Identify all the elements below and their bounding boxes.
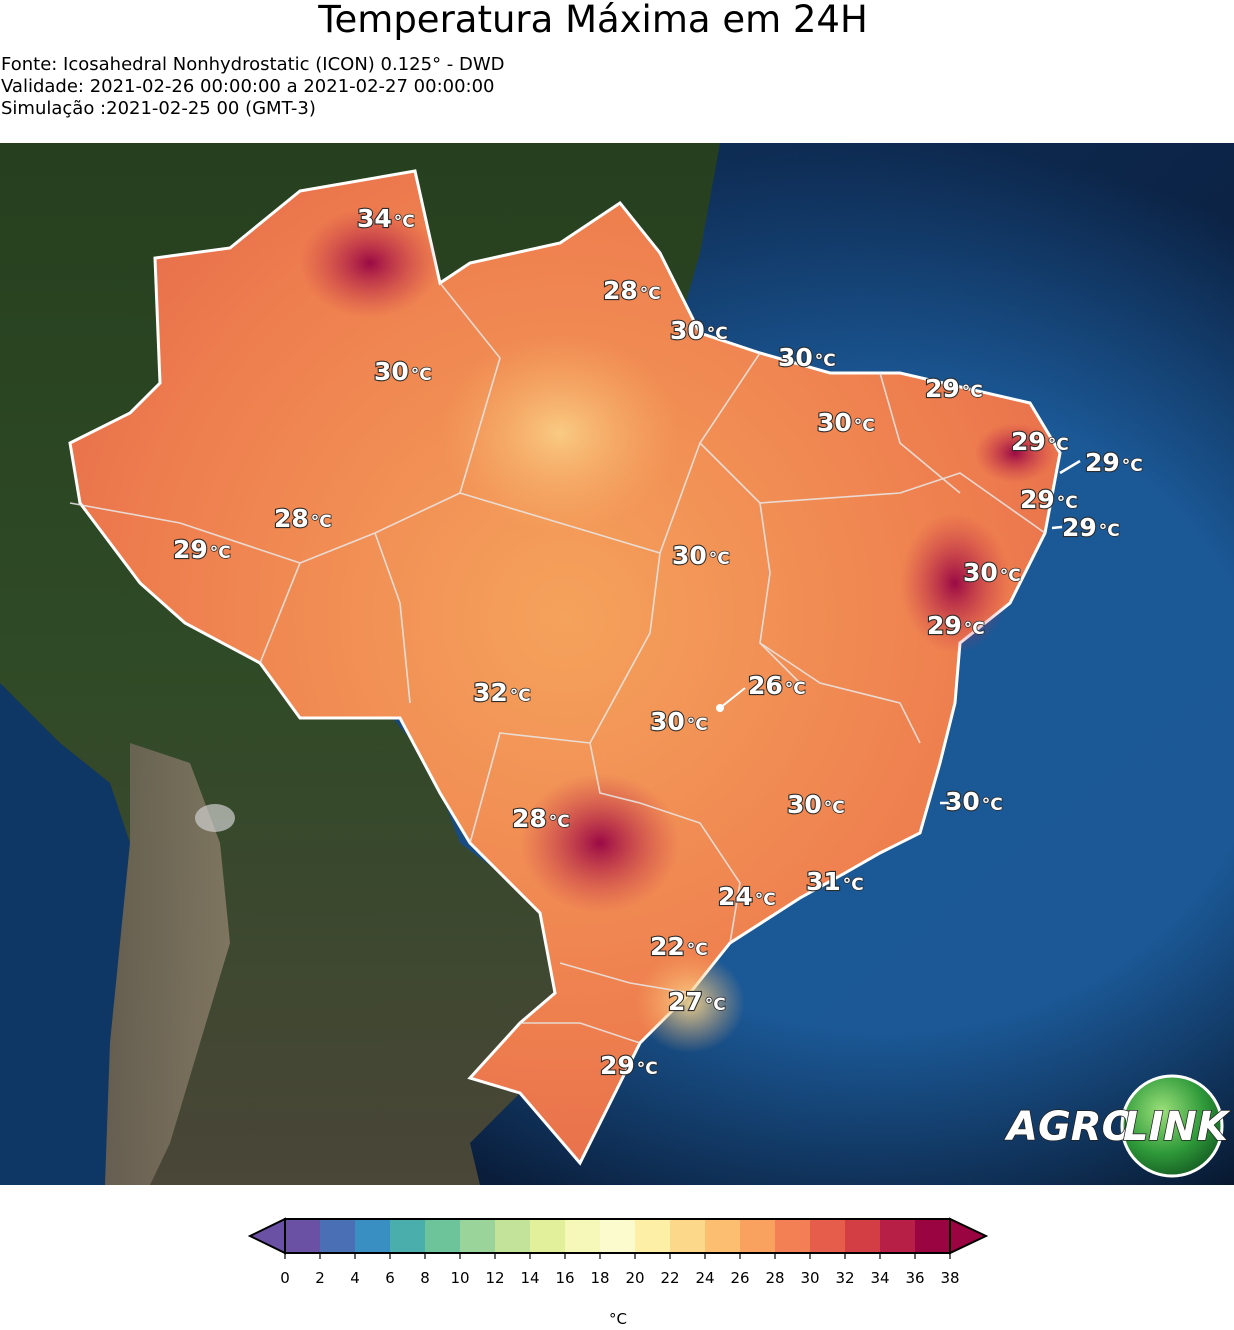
temperature-label: 30 °C (672, 541, 730, 570)
temperature-label: 29 °C (600, 1051, 658, 1080)
temperature-label: 34 °C (357, 204, 415, 233)
hotspot-mato-grosso-sul (520, 773, 680, 913)
capital-leader-line (719, 687, 746, 709)
colorbar-ticks: 0 2 4 6 8 10 12 14 16 18 20 22 24 26 28 30 32 34 36 38 (280, 1253, 960, 1287)
colorbar-tick-label: 14 (520, 1269, 539, 1287)
colorbar-tick-label: 38 (940, 1269, 959, 1287)
temperature-label: 30 °C (945, 787, 1003, 816)
temperature-label: 30 °C (963, 558, 1021, 587)
colorbar-tick-label: 16 (555, 1269, 574, 1287)
temperature-label: 29 °C (1020, 485, 1078, 514)
colorbar-tick-label: 4 (350, 1269, 360, 1287)
cool-zone-para (440, 333, 680, 533)
colorbar-tick-label: 20 (625, 1269, 644, 1287)
colorbar-swatches (247, 1217, 989, 1255)
andes-region (105, 743, 230, 1185)
metadata-block: Fonte: Icosahedral Nonhydrostatic (ICON)… (1, 54, 505, 120)
temperature-label: 32 °C (473, 678, 531, 707)
colorbar-tick-label: 8 (420, 1269, 430, 1287)
colorbar-swatch (810, 1219, 846, 1253)
temperature-label: 26 °C (748, 671, 806, 700)
colorbar-tick-label: 18 (590, 1269, 609, 1287)
temperature-map: 34 °C 28 °C 30 °C 30 °C 30 °C 29 °C 30 °C 29 °C 29 °C 29 °C… (0, 143, 1234, 1185)
hotspot-roraima (300, 208, 440, 318)
temperature-labels: 34 °C28 °C30 °C30 °C30 °C 29 °C30 °C29 °C29 °C29 °C… (172, 203, 1144, 1081)
temperature-label: 29 °C (927, 611, 985, 640)
temperature-label: 30 °C (374, 357, 432, 386)
label-leader-lines (940, 459, 1081, 805)
logo-globe-icon (1120, 1074, 1224, 1178)
temperature-label: 29 °C (1062, 513, 1120, 542)
colorbar-tick-label: 34 (870, 1269, 889, 1287)
colorbar-swatch (880, 1219, 916, 1253)
colorbar-tick-label: 28 (765, 1269, 784, 1287)
agrolink-logo: AGRO LINK (1003, 1074, 1232, 1178)
colorbar-tick-label: 0 (280, 1269, 290, 1287)
colorbar-unit: °C (609, 1310, 627, 1326)
colorbar-under-arrow (247, 1217, 286, 1255)
colorbar-swatch (845, 1219, 881, 1253)
colorbar-over-arrow (949, 1217, 989, 1255)
colorbar-tick-label: 2 (315, 1269, 325, 1287)
hotspot-bahia (900, 513, 1010, 653)
colorbar-tick-label: 6 (385, 1269, 395, 1287)
temperature-label: 29 °C (1085, 448, 1143, 477)
validity-line: Validade: 2021-02-26 00:00:00 a 2021-02-… (1, 76, 495, 97)
colorbar-swatch (705, 1219, 741, 1253)
colorbar-tick-label: 26 (730, 1269, 749, 1287)
source-line: Fonte: Icosahedral Nonhydrostatic (ICON)… (1, 54, 505, 75)
colorbar: 0 2 4 6 8 10 12 14 16 18 20 22 24 26 28 30 32 34 36 38 °C (247, 1216, 989, 1328)
colorbar-swatch (635, 1219, 671, 1253)
temperature-label: 24 °C (718, 882, 776, 911)
temperature-label: 29 °C (925, 374, 983, 403)
colorbar-swatch (915, 1219, 951, 1253)
logo-text-link: LINK (1123, 1104, 1231, 1150)
colorbar-tick-label: 10 (450, 1269, 469, 1287)
temperature-label: 28 °C (603, 276, 661, 305)
temperature-label: 27 °C (668, 987, 726, 1016)
colorbar-frame (284, 1218, 951, 1254)
colorbar-swatch (355, 1219, 391, 1253)
colorbar-swatch (320, 1219, 356, 1253)
temperature-label: 30 °C (650, 707, 708, 736)
simulation-line: Simulação :2021-02-25 00 (GMT-3) (1, 98, 316, 119)
colorbar-swatch (670, 1219, 706, 1253)
colorbar-swatch (425, 1219, 461, 1253)
colorbar-tick-label: 30 (800, 1269, 819, 1287)
temperature-label: 30 °C (778, 343, 836, 372)
temperature-label: 29 °C (173, 535, 231, 564)
temperature-label: 30 °C (787, 790, 845, 819)
state-borders (69, 282, 1046, 1044)
map-svg: 34 °C28 °C30 °C30 °C30 °C 29 °C30 °C29 °C29 °C29 °C… (0, 143, 1234, 1185)
pacific-ocean (0, 683, 130, 1185)
colorbar-swatch (495, 1219, 531, 1253)
temperature-label: 30 °C (817, 408, 875, 437)
logo-text-agro: AGRO (1004, 1104, 1136, 1150)
page-title: Temperatura Máxima em 24H (318, 0, 868, 41)
cool-zone-parana (635, 953, 745, 1053)
colorbar-swatch (530, 1219, 566, 1253)
temperature-label: 30 °C (670, 316, 728, 345)
colorbar-swatch (460, 1219, 496, 1253)
temperature-label: 29 °C (1011, 427, 1069, 456)
colorbar-swatch (600, 1219, 636, 1253)
colorbar-swatch (285, 1219, 321, 1253)
colorbar-swatch (775, 1219, 811, 1253)
colorbar-swatch (565, 1219, 601, 1253)
colorbar-tick-label: 22 (660, 1269, 679, 1287)
colorbar-tick-label: 24 (695, 1269, 714, 1287)
colorbar-tick-label: 12 (485, 1269, 504, 1287)
colorbar-swatch (390, 1219, 426, 1253)
hotspot-paraiba (975, 423, 1055, 483)
colorbar-svg: 0 2 4 6 8 10 12 14 16 18 20 22 24 26 28 30 32 34 36 38 °C (247, 1217, 989, 1328)
temperature-label: 28 °C (512, 804, 570, 833)
temperature-label: 28 °C (274, 504, 332, 533)
colorbar-swatch (740, 1219, 776, 1253)
salt-flat (195, 804, 235, 832)
temperature-label: 22 °C (650, 932, 708, 961)
colorbar-tick-label: 32 (835, 1269, 854, 1287)
colorbar-tick-label: 36 (905, 1269, 924, 1287)
temperature-label: 31 °C (806, 867, 864, 896)
